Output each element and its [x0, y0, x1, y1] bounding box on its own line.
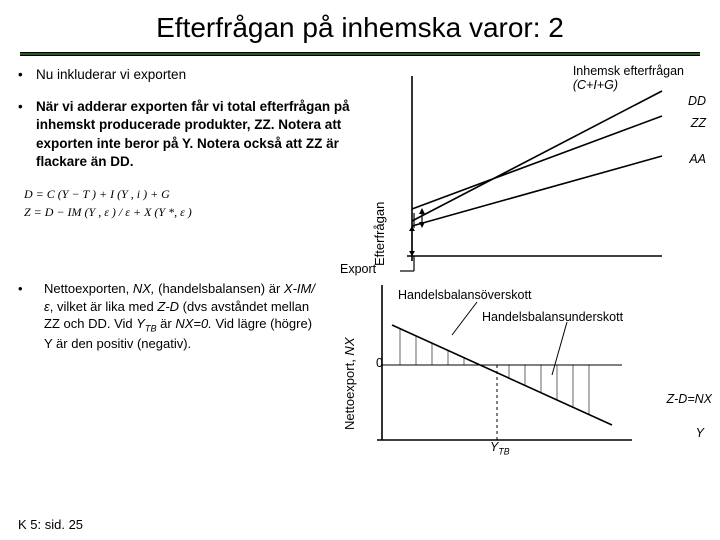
- chart2-ylabel-2: NX: [342, 338, 357, 356]
- chart2-ylabel-1: Nettoexport,: [342, 356, 357, 430]
- bullet-3-text: Nettoexporten, NX, (handelsbalansen) är …: [44, 280, 318, 353]
- chart1-export-label: Export: [340, 262, 376, 276]
- formula-block: D = C (Y − T ) + I (Y , i ) + G Z = D − …: [24, 185, 358, 221]
- chart1-toplabel-2: (C+I+G): [573, 78, 618, 92]
- chart1-ylabel: Efterfrågan: [372, 202, 387, 266]
- bullet-1: • Nu inkluderar vi exporten: [18, 66, 358, 84]
- chart1-aa-label: AA: [689, 152, 706, 166]
- footer: K 5: sid. 25: [18, 517, 83, 532]
- chart1-zz-label: ZZ: [691, 116, 706, 130]
- chart2-over: Handelsbalansöverskott: [398, 288, 531, 302]
- chart2-zdnx: Z-D=NX: [667, 392, 713, 406]
- title-rule: [20, 52, 700, 56]
- page-title: Efterfrågan på inhemska varor: 2: [0, 0, 720, 52]
- formula-line-2: Z = D − IM (Y , ε ) / ε + X (Y *, ε ): [24, 203, 358, 221]
- chart2-ytb: YTB: [490, 440, 510, 457]
- chart2-y: Y: [696, 426, 704, 440]
- bullet-2: • När vi adderar exporten får vi total e…: [18, 98, 358, 171]
- chart1-toplabel-1: Inhemsk efterfrågan: [573, 64, 684, 78]
- chart2-under: Handelsbalansunderskott: [482, 310, 623, 324]
- chart2-svg: [342, 280, 642, 450]
- chart1-svg: [372, 66, 672, 276]
- bullet-1-text: Nu inkluderar vi exporten: [36, 66, 186, 84]
- formula-line-1: D = C (Y − T ) + I (Y , i ) + G: [24, 185, 358, 203]
- chart2-zero: 0: [376, 356, 383, 370]
- chart1-dd-label: DD: [688, 94, 706, 108]
- bullet-2-text: När vi adderar exporten får vi total eft…: [36, 98, 358, 171]
- bullet-3: • Nettoexporten, NX, (handelsbalansen) ä…: [18, 280, 318, 353]
